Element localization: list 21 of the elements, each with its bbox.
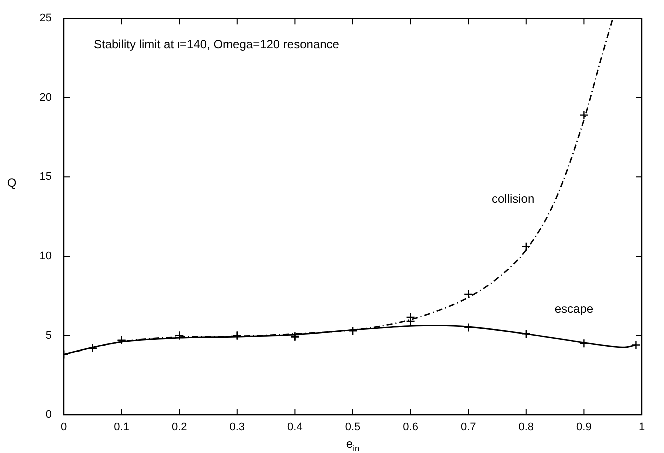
x-tick-label: 0.4 [288, 422, 303, 434]
series-label: escape [554, 302, 594, 316]
y-tick-label: 20 [40, 92, 52, 104]
y-axis-title: Q [7, 176, 17, 190]
text: Stability limit at ι=140, Omega=120 resonance [94, 38, 340, 52]
x-tick-label: 1 [638, 422, 646, 434]
x-tick-label: 0.9 [576, 422, 592, 434]
x-tick-label: 0.2 [172, 422, 188, 434]
x-tick-label: 0.5 [345, 422, 361, 434]
x-tick-label: 0.1 [114, 422, 130, 434]
series-label: collision [492, 192, 535, 206]
y-tick-label: 25 [40, 12, 52, 25]
y-tick-label: 0 [46, 409, 52, 422]
y-tick-label: 5 [46, 330, 52, 342]
x-tick-label: 0.6 [403, 422, 418, 434]
x-tick-label: 0 [60, 422, 68, 434]
x-tick-label: 0.8 [518, 422, 534, 434]
y-tick-label: 10 [40, 250, 52, 262]
x-tick-label: 0.3 [230, 422, 246, 434]
y-tick-label: 15 [40, 171, 52, 184]
x-tick-label: 0.7 [460, 422, 476, 434]
